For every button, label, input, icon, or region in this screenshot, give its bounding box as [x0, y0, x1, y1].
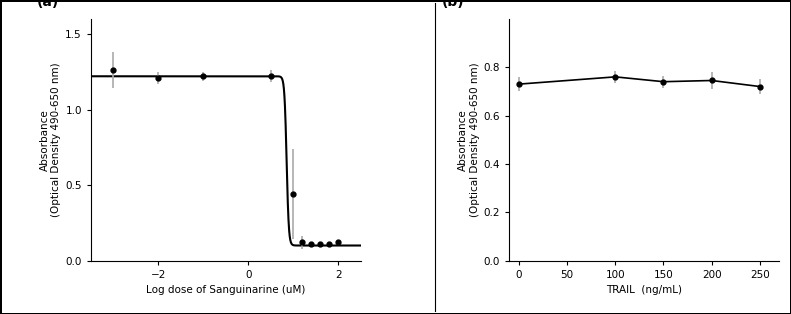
Text: (a): (a)	[37, 0, 59, 9]
X-axis label: TRAIL  (ng/mL): TRAIL (ng/mL)	[606, 285, 682, 295]
Y-axis label: Absorbance
(Optical Density 490-650 nm): Absorbance (Optical Density 490-650 nm)	[458, 62, 479, 217]
Y-axis label: Absorbance
(Optical Density 490-650 nm): Absorbance (Optical Density 490-650 nm)	[40, 62, 61, 217]
Text: (b): (b)	[442, 0, 464, 9]
X-axis label: Log dose of Sanguinarine (uM): Log dose of Sanguinarine (uM)	[146, 285, 305, 295]
